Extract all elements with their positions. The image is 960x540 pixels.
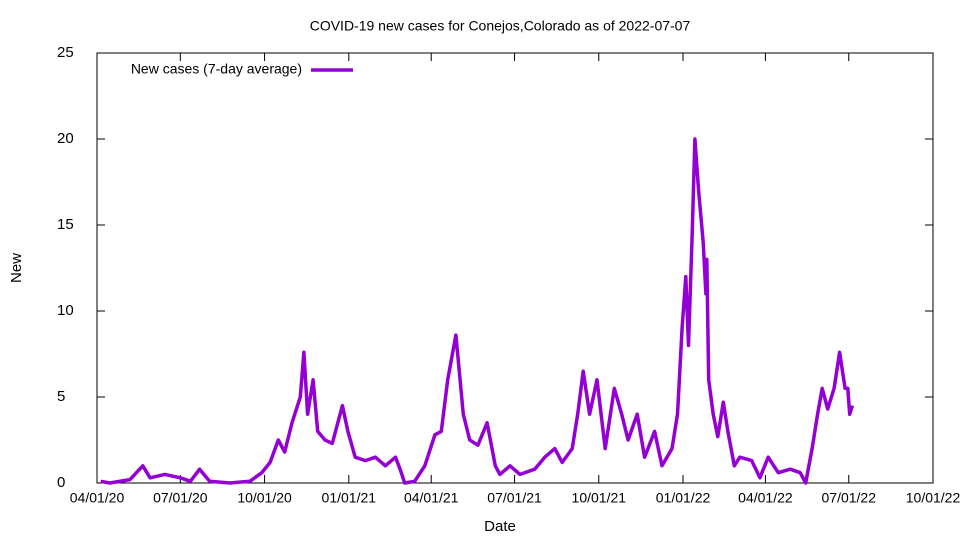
x-tick-label: 01/01/22: [656, 490, 711, 506]
y-tick-label: 10: [57, 302, 74, 319]
x-tick-label: 10/01/22: [906, 490, 960, 506]
x-tick-label: 04/01/22: [738, 490, 793, 506]
x-tick-label: 04/01/20: [70, 490, 125, 506]
x-tick-label: 07/01/22: [822, 490, 877, 506]
chart-title: COVID-19 new cases for Conejos,Colorado …: [310, 18, 691, 34]
x-axis-label: Date: [484, 518, 516, 535]
plot-frame: [96, 52, 934, 484]
y-tick-label: 5: [57, 388, 65, 405]
x-tick-label: 07/01/20: [153, 490, 208, 506]
x-tick-label: 10/01/20: [237, 490, 292, 506]
y-tick-label: 25: [57, 44, 74, 61]
x-tick-label: 01/01/21: [322, 490, 377, 506]
x-tick-label: 07/01/21: [487, 490, 542, 506]
y-tick-label: 0: [57, 474, 65, 491]
y-tick-label: 15: [57, 216, 74, 233]
legend-label: New cases (7-day average): [131, 61, 302, 77]
x-tick-label: 10/01/21: [572, 490, 627, 506]
data-line: [100, 137, 855, 485]
y-tick-label: 20: [57, 130, 74, 147]
y-axis-label: New: [8, 253, 25, 283]
x-tick-label: 04/01/21: [404, 490, 459, 506]
